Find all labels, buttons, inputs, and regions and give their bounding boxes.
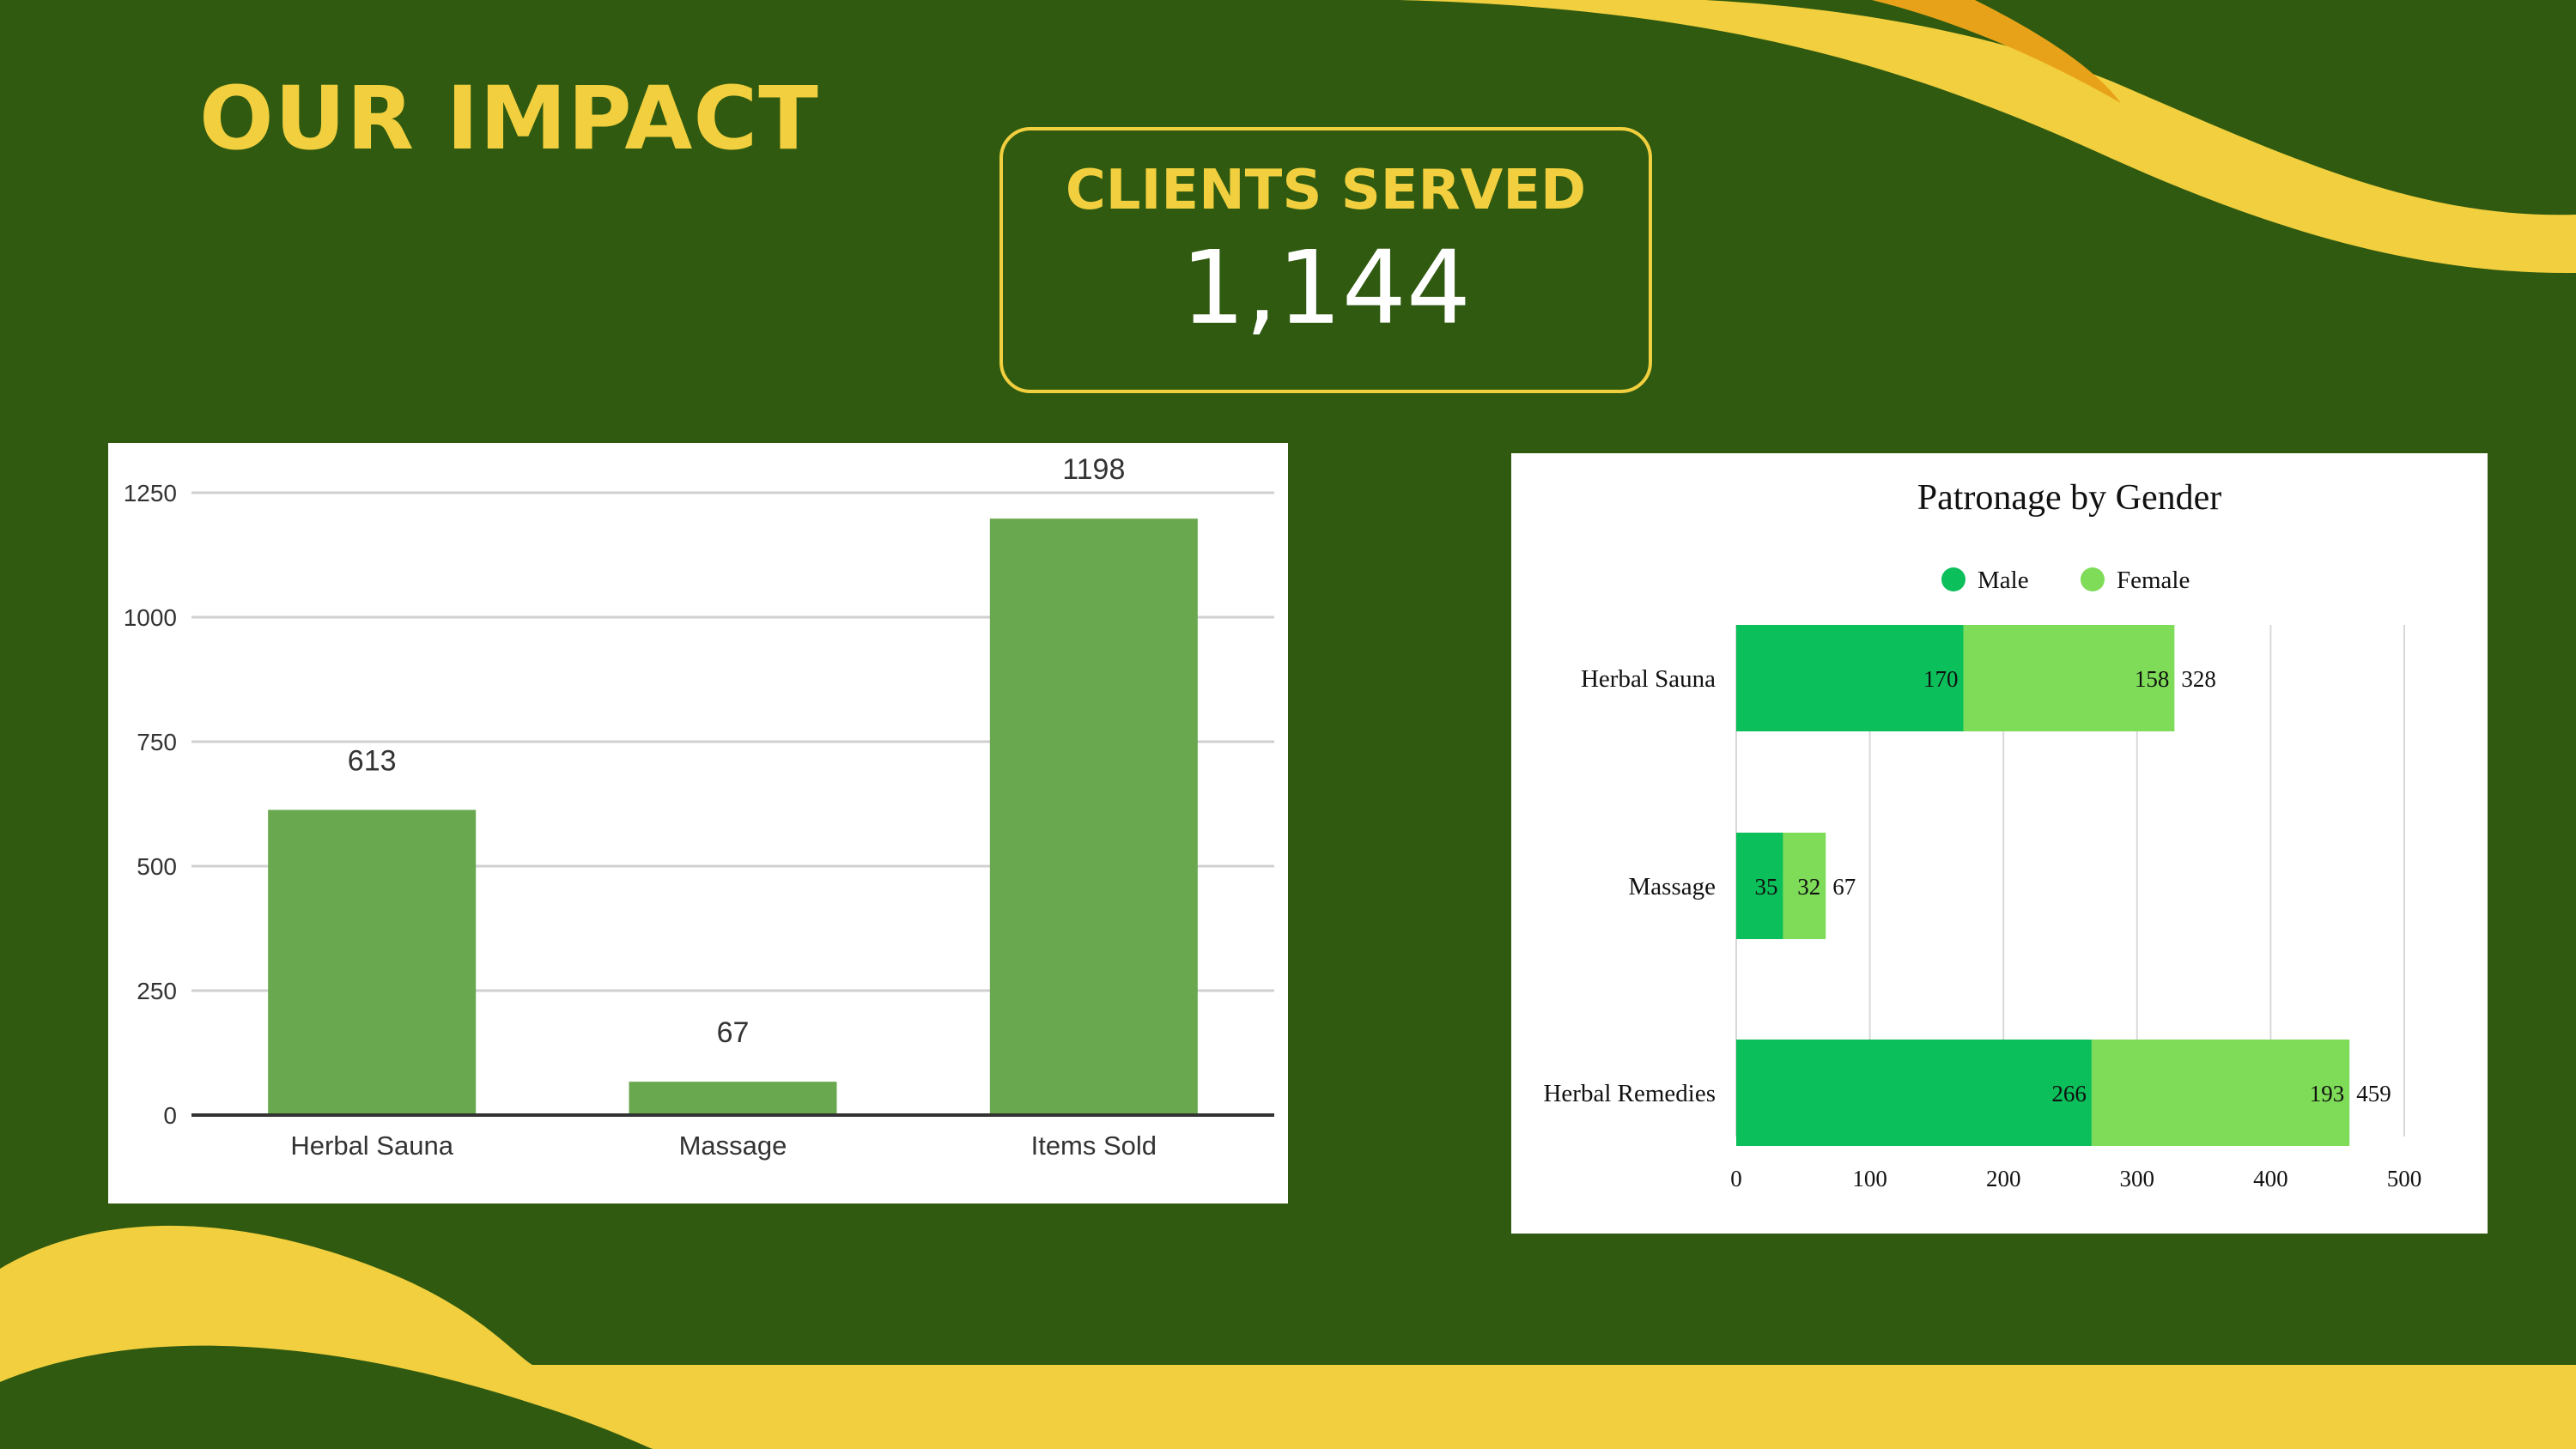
legend-swatch bbox=[2081, 567, 2105, 591]
clients-served-card: CLIENTS SERVED 1,144 bbox=[999, 127, 1652, 393]
x-tick-label: Herbal Sauna bbox=[290, 1131, 453, 1161]
services-bar-chart: 0 250 500 750 1000 1250 613 Herbal Sauna 67 Massa… bbox=[124, 453, 1274, 1161]
x-tick-label: 500 bbox=[2387, 1166, 2422, 1191]
legend-swatch bbox=[1941, 567, 1965, 591]
x-tick-label: 300 bbox=[2120, 1166, 2155, 1191]
bar-segment bbox=[1783, 833, 1826, 939]
x-tick-label: 0 bbox=[1730, 1166, 1742, 1191]
total-data-label: 67 bbox=[1832, 874, 1856, 900]
top-right-wave bbox=[1400, 0, 2576, 274]
x-tick-label: Massage bbox=[679, 1131, 787, 1161]
y-tick-label: 1000 bbox=[124, 604, 177, 631]
legend-label: Female bbox=[2117, 567, 2190, 594]
bottom-left-wave-dark bbox=[0, 1345, 653, 1449]
bar-data-label: 1198 bbox=[1062, 453, 1125, 486]
x-tick-label: 100 bbox=[1852, 1166, 1887, 1191]
chart-title: Patronage by Gender bbox=[1917, 478, 2222, 518]
x-tick-label: 200 bbox=[1986, 1166, 2021, 1191]
segment-data-label: 32 bbox=[1797, 874, 1820, 900]
services-bar-chart-panel: 0 250 500 750 1000 1250 613 Herbal Sauna 67 Massa… bbox=[108, 443, 1288, 1203]
x-tick-label: 400 bbox=[2253, 1166, 2288, 1191]
segment-data-label: 35 bbox=[1754, 874, 1777, 900]
bar-segment bbox=[1736, 1040, 2092, 1146]
page-title: OUR IMPACT bbox=[199, 68, 819, 170]
bar-segment bbox=[2091, 1040, 2350, 1146]
y-tick-label: Massage bbox=[1629, 873, 1716, 900]
legend-label: Male bbox=[1978, 567, 2029, 594]
bottom-left-wave bbox=[0, 1225, 2576, 1449]
segment-data-label: 266 bbox=[2051, 1081, 2087, 1106]
clients-served-label: CLIENTS SERVED bbox=[1065, 159, 1587, 222]
y-tick-label: 0 bbox=[163, 1102, 177, 1129]
y-tick-label: 750 bbox=[137, 729, 177, 755]
segment-data-label: 158 bbox=[2135, 666, 2170, 692]
y-tick-label: 500 bbox=[137, 853, 177, 880]
bar bbox=[989, 518, 1198, 1115]
y-tick-label: Herbal Sauna bbox=[1581, 665, 1716, 693]
y-tick-label: 1250 bbox=[124, 480, 177, 506]
bar-data-label: 613 bbox=[348, 744, 397, 777]
top-right-wave-accent bbox=[1872, 0, 2121, 103]
total-data-label: 459 bbox=[2356, 1081, 2391, 1106]
segment-data-label: 193 bbox=[2310, 1081, 2345, 1106]
bar bbox=[629, 1082, 837, 1115]
bar bbox=[268, 809, 477, 1115]
clients-served-value: 1,144 bbox=[1181, 228, 1471, 347]
bar-segment bbox=[1736, 833, 1783, 939]
patronage-chart-panel: Patronage by Gender Male Female 0 100 200 300 4… bbox=[1511, 453, 2488, 1234]
y-tick-label: 250 bbox=[137, 978, 177, 1004]
x-tick-label: Items Sold bbox=[1031, 1131, 1157, 1161]
patronage-stacked-bar-chart: Patronage by Gender Male Female 0 100 200 300 4… bbox=[1543, 478, 2422, 1191]
y-tick-label: Herbal Remedies bbox=[1543, 1080, 1716, 1107]
segment-data-label: 170 bbox=[1923, 666, 1959, 692]
total-data-label: 328 bbox=[2181, 666, 2216, 692]
bar-segment bbox=[1736, 625, 1964, 731]
bar-segment bbox=[1963, 625, 2175, 731]
bar-data-label: 67 bbox=[717, 1016, 750, 1049]
